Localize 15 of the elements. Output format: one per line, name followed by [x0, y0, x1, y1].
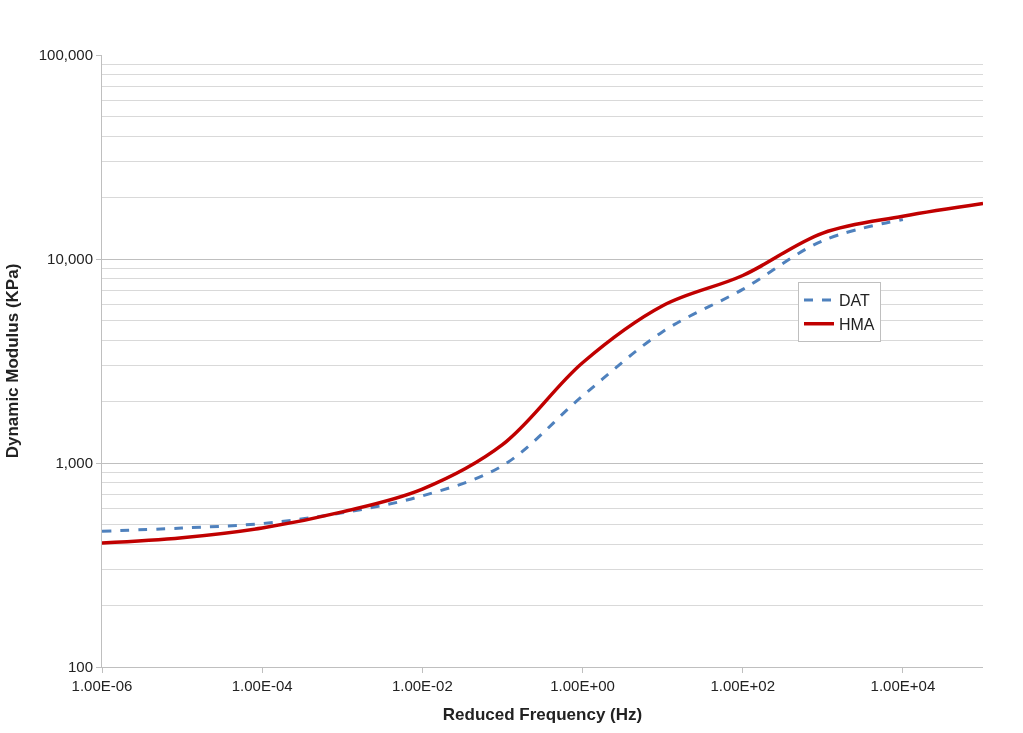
x-tick-label: 1.00E-02	[391, 677, 453, 694]
x-axis-title: Reduced Frequency (Hz)	[442, 705, 643, 725]
x-tick-label: 1.00E+04	[870, 677, 936, 694]
line-series	[102, 218, 905, 533]
legend-label: HMA	[838, 315, 875, 333]
y-tick-label: 100,000	[38, 46, 93, 64]
x-tick-label: 1.00E+00	[550, 677, 615, 694]
y-tick-label: 1,000	[55, 454, 93, 472]
x-tick-label: 1.00E-06	[71, 677, 133, 694]
x-tick-label: 1.00E-04	[231, 677, 293, 694]
x-tick-label: 1.00E+02	[710, 677, 776, 694]
y-tick-label: 10,000	[47, 250, 93, 268]
y-axis-title: Dynamic Modulus (KPa)	[3, 263, 23, 459]
legend-label: DAT	[838, 292, 871, 310]
y-tick-label: 100	[67, 658, 93, 676]
